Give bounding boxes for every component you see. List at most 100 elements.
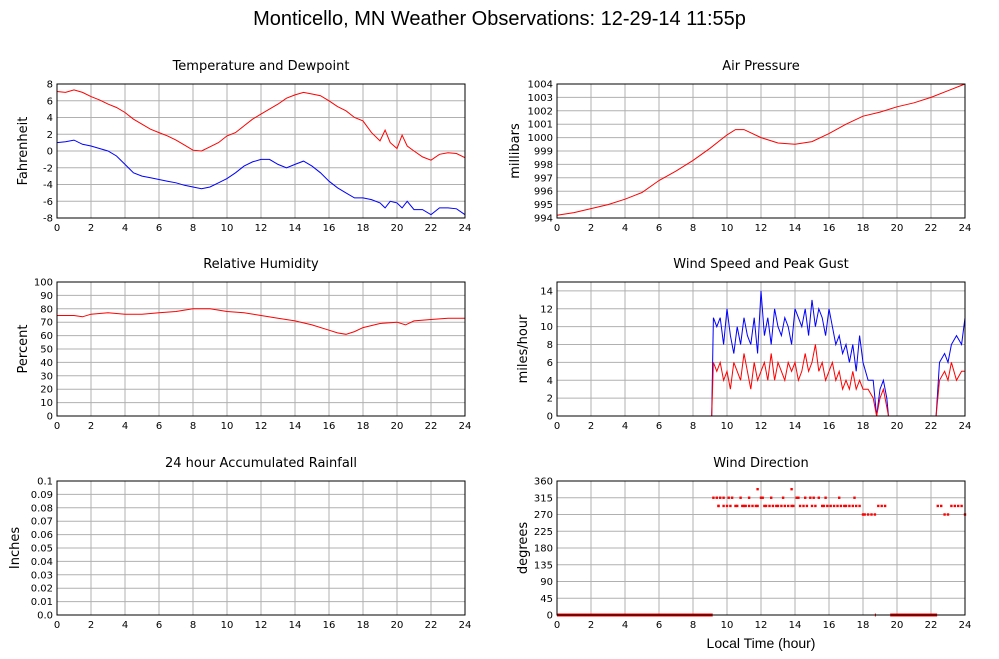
x-tick-label: 12	[755, 620, 768, 631]
data-point	[950, 504, 953, 508]
y-tick-label: 270	[534, 510, 553, 521]
x-tick-label: 4	[622, 223, 628, 234]
page-title: Monticello, MN Weather Observations: 12-…	[253, 8, 746, 30]
y-tick-label: -2	[43, 163, 53, 174]
x-tick-label: 20	[891, 223, 904, 234]
x-tick-label: 6	[156, 620, 162, 631]
y-tick-label: 20	[40, 385, 53, 396]
x-tick-label: 24	[959, 620, 972, 631]
x-tick-label: 14	[289, 223, 302, 234]
x-tick-label: 18	[357, 421, 370, 432]
data-point	[751, 504, 754, 508]
data-point	[715, 496, 718, 499]
data-point	[781, 496, 785, 499]
data-point	[858, 504, 861, 508]
y-tick-label: 4	[47, 113, 53, 124]
data-point	[729, 504, 732, 508]
data-point	[764, 504, 768, 508]
chart-title: Temperature and Dewpoint	[172, 59, 350, 74]
x-tick-label: 12	[255, 223, 268, 234]
x-tick-label: 14	[289, 620, 302, 631]
x-tick-label: 12	[755, 223, 768, 234]
chart-title: 24 hour Accumulated Rainfall	[165, 456, 357, 471]
x-tick-label: 6	[156, 421, 162, 432]
x-tick-label: 4	[122, 223, 128, 234]
x-tick-label: 24	[459, 620, 472, 631]
data-point	[792, 504, 795, 508]
y-tick-label: 0.02	[31, 584, 53, 595]
x-tick-label: 2	[588, 223, 594, 234]
y-tick-label: 995	[534, 200, 553, 211]
data-point	[832, 504, 836, 508]
data-point	[756, 487, 759, 491]
x-tick-label: 14	[789, 223, 802, 234]
y-tick-label: 0	[47, 412, 53, 423]
data-point	[776, 504, 780, 508]
x-tick-label: 22	[425, 421, 438, 432]
data-point	[770, 496, 773, 499]
x-tick-label: 18	[857, 223, 870, 234]
y-axis-label: Fahrenheit	[16, 117, 31, 186]
chart-title: Wind Direction	[713, 456, 809, 471]
y-axis-label: degrees	[516, 522, 531, 575]
x-tick-label: 18	[857, 421, 870, 432]
data-point	[804, 496, 807, 499]
y-tick-label: 6	[547, 358, 553, 369]
x-tick-label: 4	[122, 620, 128, 631]
y-tick-label: 10	[540, 322, 553, 333]
series-line-temp-0	[56, 89, 466, 161]
data-point	[809, 496, 812, 499]
x-tick-label: 8	[190, 421, 196, 432]
data-point	[877, 504, 880, 508]
y-tick-label: 6	[47, 96, 53, 107]
data-point	[739, 496, 742, 499]
data-point	[936, 504, 939, 508]
data-point	[761, 496, 764, 499]
data-point	[810, 504, 814, 508]
y-tick-label: 225	[534, 527, 553, 538]
x-tick-label: 4	[622, 620, 628, 631]
data-point	[712, 496, 715, 499]
y-tick-label: 0	[547, 611, 553, 622]
y-tick-label: 4	[547, 376, 553, 387]
data-point	[821, 504, 824, 508]
x-tick-label: 2	[88, 620, 94, 631]
x-tick-label: 22	[425, 620, 438, 631]
data-point	[747, 504, 751, 508]
y-axis-label: millibars	[508, 123, 523, 179]
x-tick-label: 20	[891, 421, 904, 432]
y-tick-label: 0.05	[31, 544, 53, 555]
data-point	[771, 504, 775, 508]
data-point	[790, 504, 793, 508]
y-tick-label: 70	[40, 318, 53, 329]
x-tick-label: 16	[323, 223, 336, 234]
y-tick-label: 60	[40, 331, 53, 342]
x-tick-label: 4	[122, 421, 128, 432]
data-point	[836, 504, 839, 508]
y-tick-label: 997	[534, 173, 553, 184]
data-point	[870, 513, 873, 516]
data-point	[829, 504, 832, 508]
data-point	[843, 504, 846, 508]
x-tick-label: 0	[54, 223, 60, 234]
data-point	[851, 504, 854, 508]
x-tick-label: 0	[54, 421, 60, 432]
x-tick-label: 4	[622, 421, 628, 432]
x-tick-label: 6	[656, 223, 662, 234]
x-tick-label: 10	[221, 223, 234, 234]
data-point	[880, 504, 883, 508]
data-point	[747, 496, 751, 499]
data-point	[805, 504, 809, 508]
x-tick-label: 18	[357, 620, 370, 631]
data-point	[866, 513, 870, 516]
data-point	[744, 504, 747, 508]
x-tick-label: 14	[789, 620, 802, 631]
y-tick-label: -8	[43, 214, 53, 225]
x-tick-label: 16	[323, 421, 336, 432]
data-point	[798, 504, 802, 508]
data-point	[822, 504, 826, 508]
data-point	[795, 496, 798, 499]
y-tick-label: 8	[547, 340, 553, 351]
x-tick-label: 8	[190, 620, 196, 631]
y-tick-label: 0.0	[37, 611, 53, 622]
